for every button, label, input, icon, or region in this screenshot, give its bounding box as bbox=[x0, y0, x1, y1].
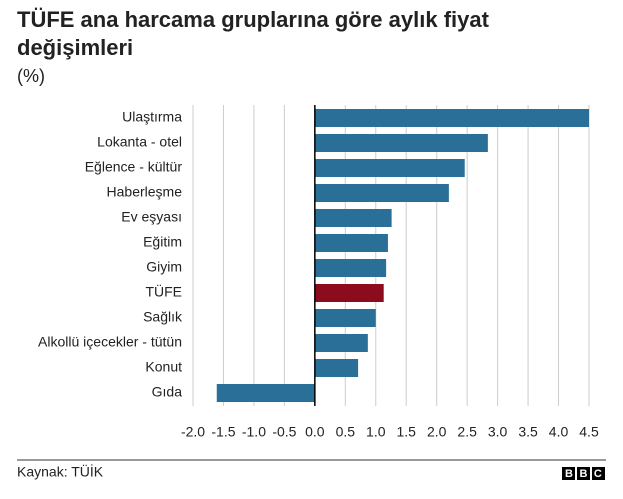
y-tick-label: Giyim bbox=[146, 259, 182, 275]
bar bbox=[314, 109, 589, 127]
x-tick-label: 2.0 bbox=[427, 424, 447, 440]
bar bbox=[314, 259, 387, 277]
x-tick-label: 1.5 bbox=[396, 424, 416, 440]
y-tick-label: Konut bbox=[145, 359, 182, 375]
logo-box bbox=[592, 467, 605, 480]
y-tick-label: Eğlence - kültür bbox=[85, 159, 183, 175]
bar bbox=[314, 134, 488, 152]
bar bbox=[314, 284, 384, 302]
x-tick-label: -0.5 bbox=[272, 424, 296, 440]
bar bbox=[314, 184, 449, 202]
bar bbox=[314, 234, 388, 252]
logo-box bbox=[577, 467, 590, 480]
chart-subtitle: (%) bbox=[17, 66, 45, 86]
y-tick-label: Ev eşyası bbox=[121, 209, 182, 225]
x-tick-label: 0.0 bbox=[305, 424, 325, 440]
bar bbox=[314, 359, 359, 377]
y-tick-label: Gıda bbox=[152, 384, 183, 400]
y-tick-label: Ulaştırma bbox=[122, 109, 182, 125]
x-tick-label: 4.0 bbox=[549, 424, 569, 440]
x-tick-label: 1.0 bbox=[366, 424, 386, 440]
x-tick-label: 0.5 bbox=[336, 424, 356, 440]
x-tick-label: 3.5 bbox=[518, 424, 538, 440]
y-tick-label: Lokanta - otel bbox=[97, 134, 182, 150]
source: Kaynak: TÜİK bbox=[17, 463, 104, 480]
y-tick-label: Haberleşme bbox=[107, 184, 183, 200]
bar bbox=[314, 159, 465, 177]
y-tick-label: TÜFE bbox=[145, 283, 182, 300]
bar bbox=[314, 334, 368, 352]
x-tick-label: -1.5 bbox=[211, 424, 235, 440]
x-tick-label: 3.0 bbox=[488, 424, 508, 440]
x-tick-label: -1.0 bbox=[242, 424, 266, 440]
bar bbox=[314, 209, 392, 227]
y-tick-label: Alkollü içecekler - tütün bbox=[38, 334, 182, 350]
x-tick-label: 2.5 bbox=[457, 424, 477, 440]
logo: BBC bbox=[565, 468, 608, 480]
bar bbox=[314, 309, 376, 327]
y-tick-label: Sağlık bbox=[143, 309, 183, 325]
bar bbox=[216, 384, 315, 402]
logo-box bbox=[562, 467, 575, 480]
x-tick-label: -2.0 bbox=[181, 424, 205, 440]
y-tick-label: Eğitim bbox=[143, 234, 182, 250]
x-tick-label: 4.5 bbox=[579, 424, 599, 440]
chart-title: TÜFE ana harcama gruplarına göre aylık f… bbox=[17, 7, 489, 60]
